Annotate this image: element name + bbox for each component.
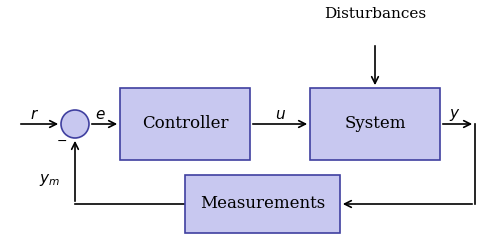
Text: $y_m$: $y_m$ bbox=[40, 172, 60, 188]
Circle shape bbox=[61, 110, 89, 138]
Text: Measurements: Measurements bbox=[200, 195, 325, 213]
Text: $-$: $-$ bbox=[56, 133, 68, 147]
Text: Disturbances: Disturbances bbox=[324, 7, 426, 21]
Text: Controller: Controller bbox=[142, 116, 228, 132]
Text: $u$: $u$ bbox=[274, 108, 285, 122]
FancyBboxPatch shape bbox=[120, 88, 250, 160]
Text: $e$: $e$ bbox=[94, 108, 106, 122]
Text: System: System bbox=[344, 116, 406, 132]
Text: $y$: $y$ bbox=[449, 107, 461, 123]
FancyBboxPatch shape bbox=[310, 88, 440, 160]
Text: $r$: $r$ bbox=[30, 108, 40, 122]
FancyBboxPatch shape bbox=[185, 175, 340, 233]
